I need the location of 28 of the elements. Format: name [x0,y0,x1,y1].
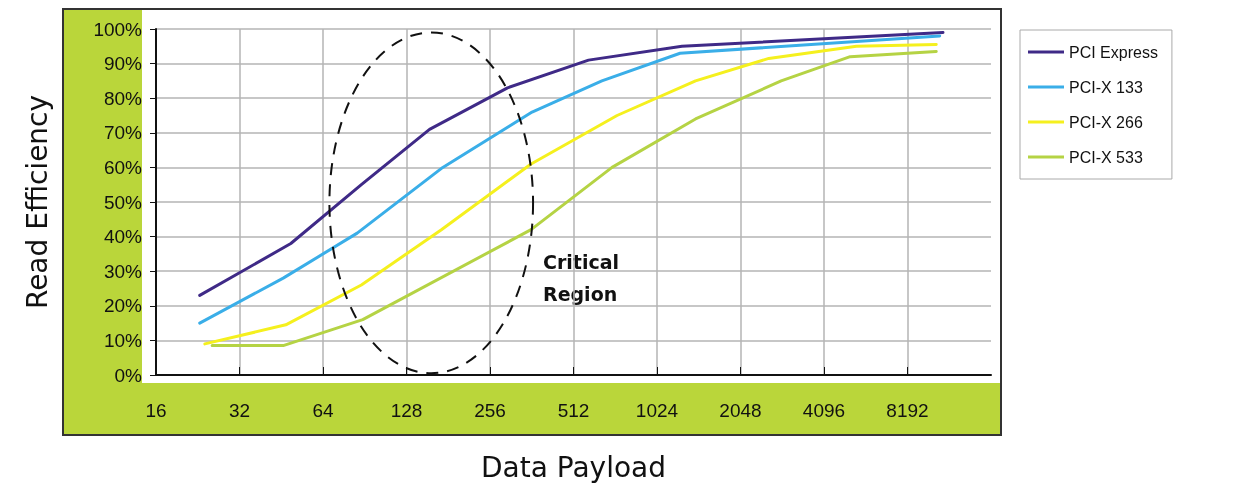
legend-label: PCI-X 266 [1069,113,1143,131]
x-tick-label: 1024 [635,400,679,421]
legend-label: PCI-X 533 [1069,148,1143,166]
y-tick-label: 100% [93,18,143,40]
x-tick-label: 16 [145,400,167,421]
y-tick-label: 20% [103,295,143,317]
y-tick-label: 90% [103,53,143,75]
y-tick-label: 50% [103,191,143,213]
annotation: Critical Region [543,251,626,305]
x-tick-label: 8192 [886,400,929,421]
x-tick-label: 2048 [719,400,762,421]
y-tick-label: 10% [103,329,143,351]
legend-label: PCI Express [1069,43,1158,61]
y-tick-label: 0% [114,364,143,386]
y-tick-label: 80% [103,87,143,109]
y-tick-label: 40% [103,226,143,248]
x-tick-label: 32 [228,400,251,421]
x-tick-label: 64 [312,400,334,421]
x-tick-label: 4096 [802,400,846,421]
y-tick-label: 70% [103,122,143,144]
y-axis-title: Read Efficiency [20,94,54,310]
x-tick-label: 256 [474,400,506,421]
x-axis-title: Data Payload [481,450,666,484]
legend-label: PCI-X 133 [1069,78,1143,96]
y-tick-label: 30% [103,260,143,282]
y-tick-label: 60% [103,156,143,178]
x-tick-label: 512 [557,400,590,421]
x-tick-label: 128 [390,400,423,421]
